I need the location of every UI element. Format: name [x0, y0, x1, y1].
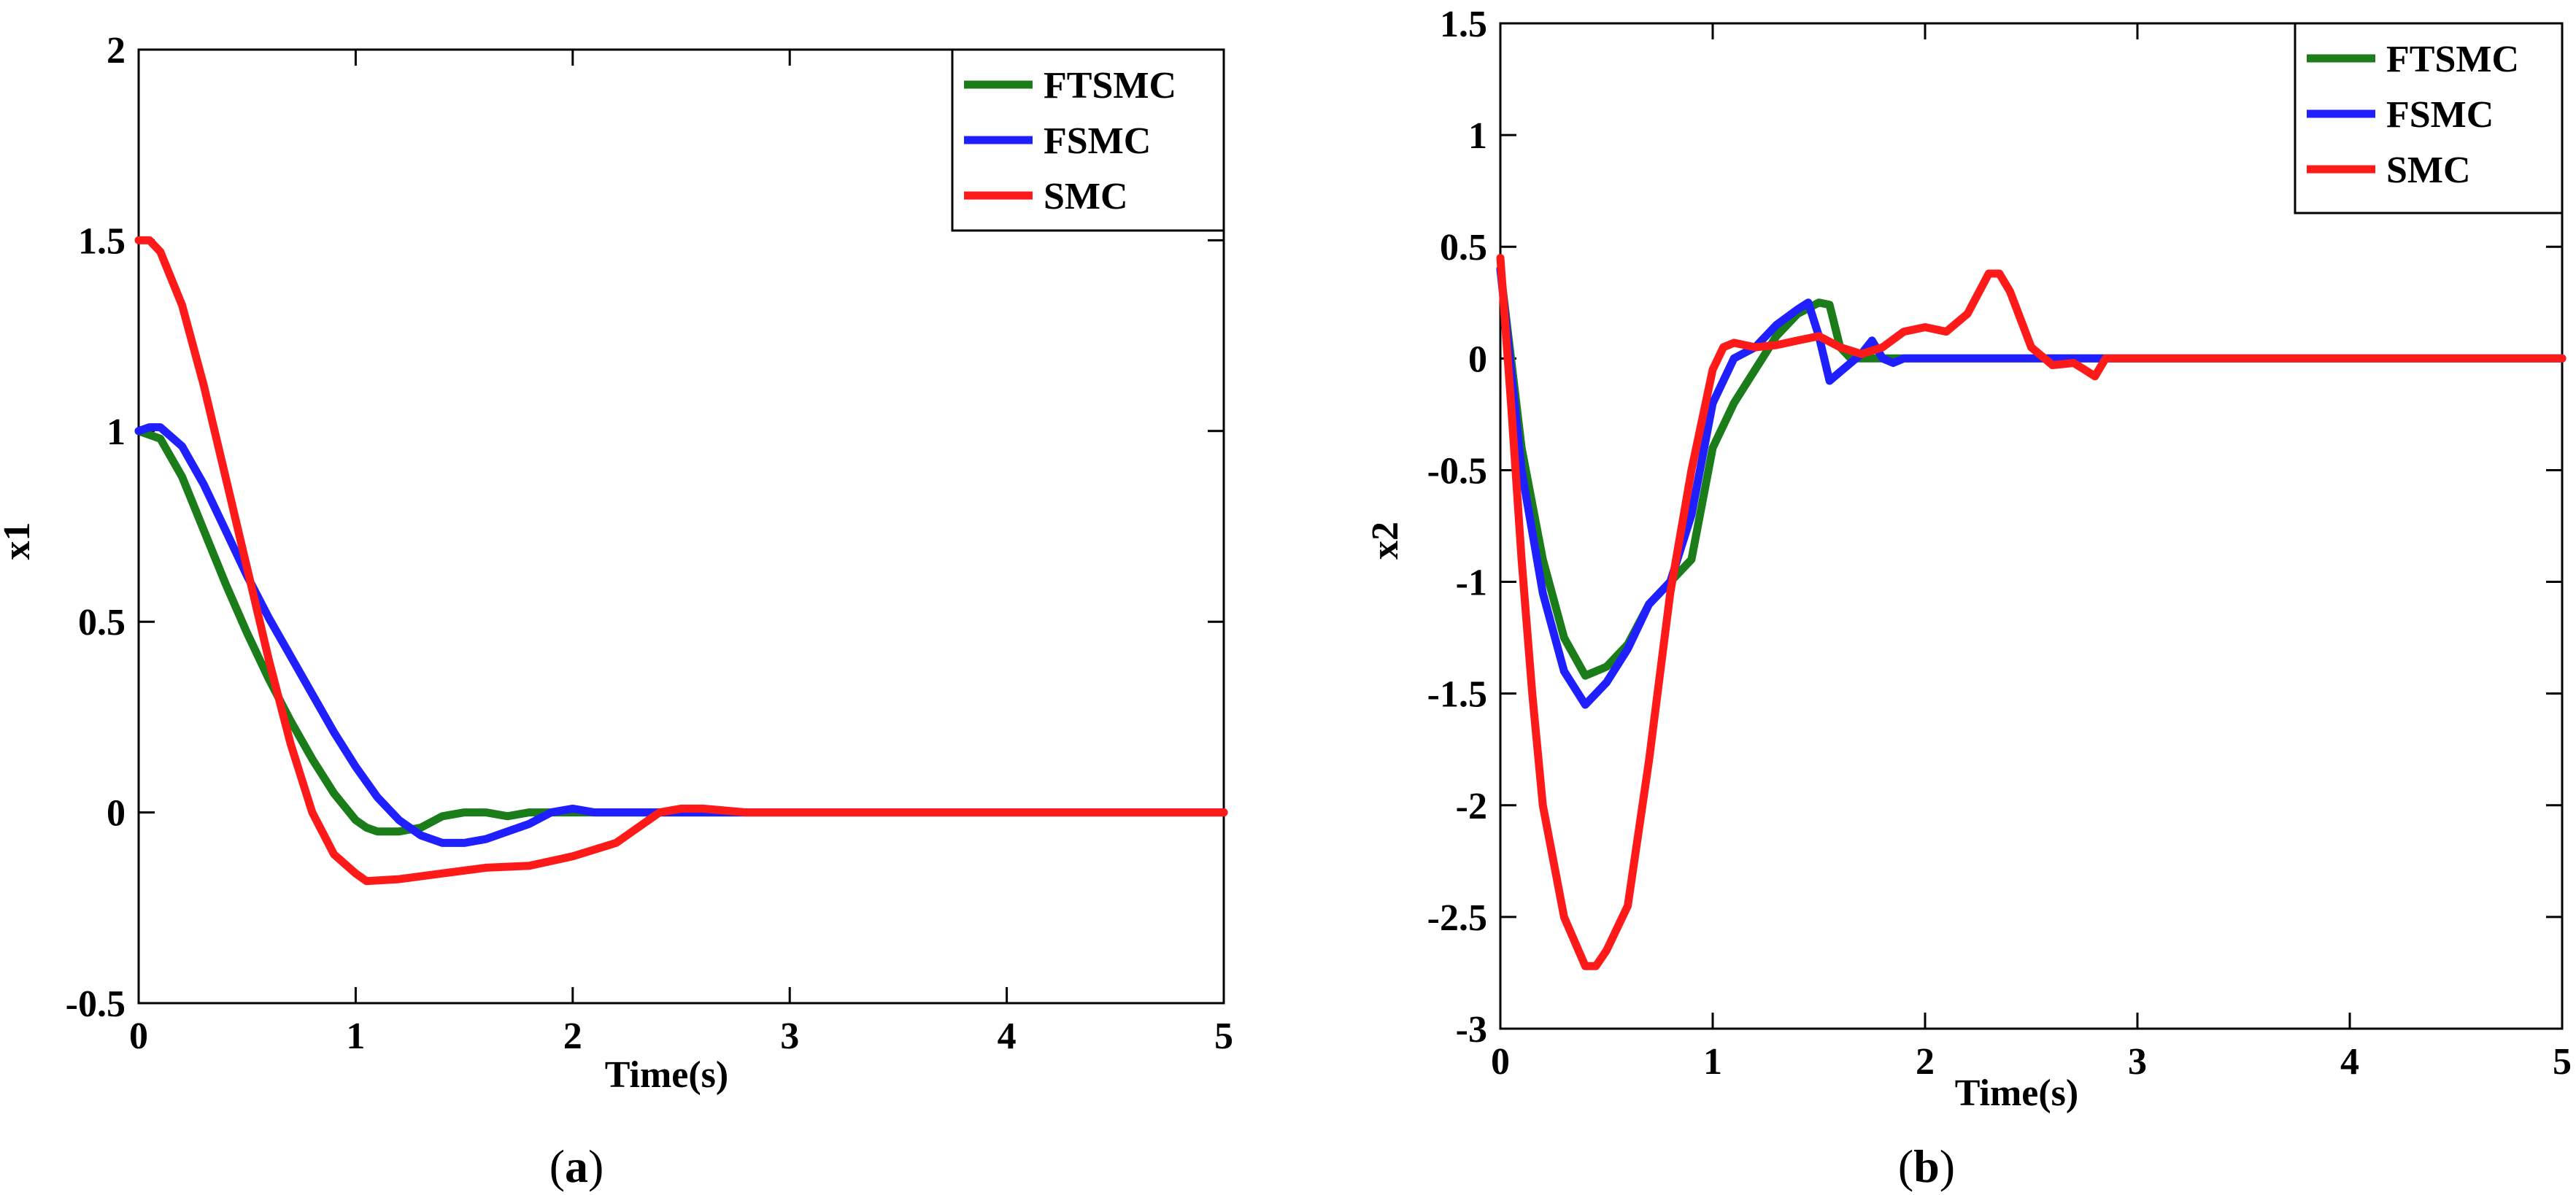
panel-b: 0 1 2 3 4 5 -3 -2.5 -2 -1.5 -1 -0.5 0 0.5 1 1.5 Time(s) x…	[1365, 4, 2572, 1192]
x-tick-label: 1	[1703, 1041, 1722, 1083]
series-line-smc	[1496, 254, 2567, 970]
x-tick-label: 4	[998, 1016, 1017, 1057]
x-tick-label: 2	[563, 1016, 582, 1057]
x-tick-label: 0	[1491, 1041, 1510, 1083]
y-tick-label: 2	[107, 30, 126, 71]
y-axis-label: x1	[0, 522, 38, 560]
series-line-fsmc	[1496, 265, 2567, 709]
legend-entry-ftsmc: FTSMC	[1044, 65, 1176, 107]
series-line-ftsmc	[134, 427, 1228, 836]
series-line-fsmc	[134, 423, 1228, 847]
legend-entry-ftsmc: FTSMC	[2386, 39, 2519, 80]
panel-label: (b)	[1898, 1140, 1955, 1192]
y-tick-label: 1	[1468, 115, 1487, 157]
x-tick-label: 5	[2553, 1041, 2572, 1083]
series-line-ftsmc	[1496, 265, 2567, 680]
plot-area-frame	[1499, 22, 2564, 1030]
y-tick-label: -1.5	[1427, 674, 1487, 716]
legend: FTSMC FSMC SMC	[2294, 22, 2564, 214]
y-tick-label: 1.5	[78, 220, 126, 262]
legend-entry-fsmc: FSMC	[2386, 94, 2494, 136]
x-tick-label: 4	[2340, 1041, 2359, 1083]
y-tick-label: 0.5	[1440, 227, 1487, 268]
x-tick-label: 5	[1214, 1016, 1233, 1057]
x-tick-label: 0	[129, 1016, 148, 1057]
panel-a: 0 1 2 3 4 5-0.500.511.52Time(s)x1FTSMCFSMCSMC…	[0, 30, 1233, 1192]
legend-box	[951, 48, 1225, 232]
y-tick-label: 0.5	[78, 602, 126, 643]
y-tick-label: 0	[1468, 339, 1487, 380]
plot-area-frame	[137, 48, 1225, 1005]
y-tick-label: -3	[1456, 1009, 1487, 1051]
x-axis-label: Time(s)	[1955, 1072, 2078, 1114]
legend: FTSMC FSMC SMC	[951, 48, 1225, 232]
x-axis-label: Time(s)	[605, 1054, 728, 1096]
series-line-smc	[134, 236, 1228, 886]
legend-entry-fsmc: FSMC	[1044, 120, 1151, 162]
panel-label: (a)	[549, 1140, 604, 1192]
y-tick-label: 1.5	[1440, 4, 1487, 45]
y-axis-label: x2	[1365, 522, 1406, 560]
y-tick-label: -2	[1456, 786, 1487, 827]
y-tick-label: -1	[1456, 562, 1487, 604]
y-tick-label: 1	[107, 411, 126, 453]
y-tick-label: -0.5	[66, 983, 126, 1025]
x-tick-label: 1	[346, 1016, 365, 1057]
y-tick-label: -2.5	[1427, 897, 1487, 939]
x-tick-label: 3	[2128, 1041, 2147, 1083]
y-tick-label: 0	[107, 793, 126, 835]
x-tick-label: 2	[1916, 1041, 1935, 1083]
legend-entry-smc: SMC	[2386, 150, 2471, 191]
x-tick-label: 3	[780, 1016, 799, 1057]
legend-entry-smc: SMC	[1044, 176, 1128, 217]
y-tick-label: -0.5	[1427, 450, 1487, 492]
